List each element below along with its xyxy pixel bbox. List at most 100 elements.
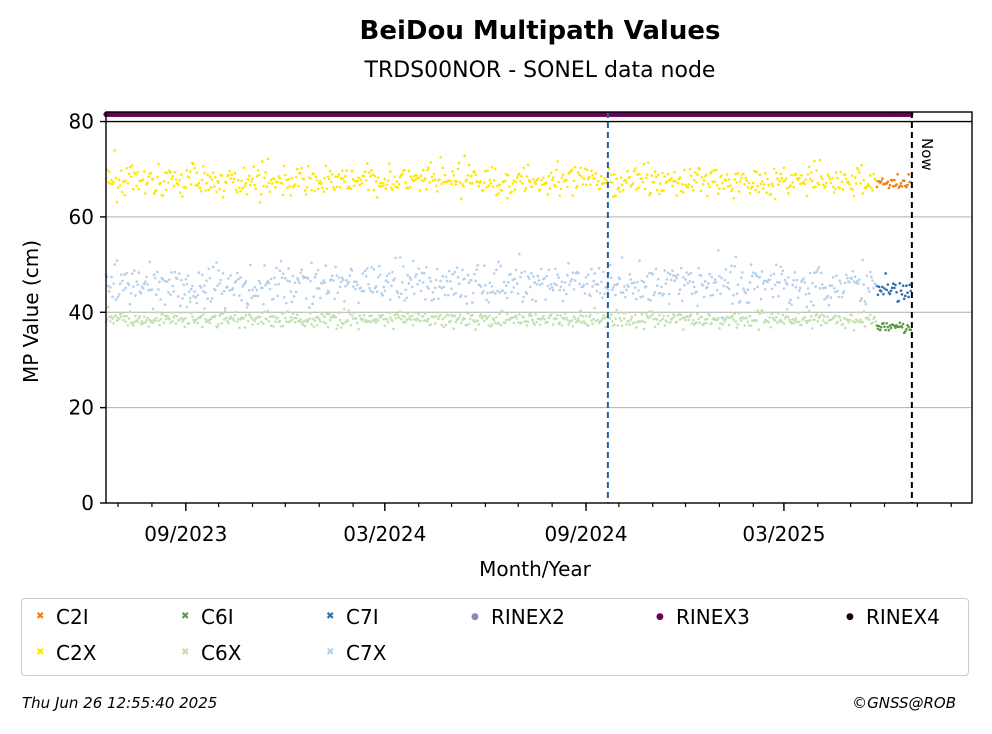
data-point-c7i <box>890 286 894 290</box>
data-point-c7x <box>475 268 478 271</box>
data-point-c2x <box>635 188 638 191</box>
data-point-c2x <box>504 172 508 176</box>
data-point-c7i <box>905 284 908 288</box>
data-point-c6x <box>439 313 442 317</box>
data-point-c6x <box>293 320 297 324</box>
data-point-c7x <box>395 289 399 293</box>
data-point-c2x <box>202 164 205 168</box>
data-point-c6x <box>406 312 410 315</box>
data-point-c6x <box>466 312 470 315</box>
data-point-c7x <box>648 271 651 275</box>
data-point-c2x <box>720 174 723 177</box>
data-point-c2x <box>324 164 328 168</box>
data-point-c7x <box>536 274 540 278</box>
data-point-c6x <box>465 323 469 327</box>
data-point-c2x <box>134 172 137 176</box>
data-point-c6x <box>627 319 630 323</box>
data-point-c7x <box>625 288 628 292</box>
data-point-c2x <box>161 194 165 197</box>
data-point-c7x <box>708 272 711 276</box>
data-point-c7x <box>638 259 641 262</box>
data-point-c7x <box>226 285 229 289</box>
data-point-c7x <box>141 286 145 290</box>
data-point-c6x <box>558 321 562 324</box>
data-point-c7x <box>453 270 457 274</box>
data-point-c6x <box>791 317 794 321</box>
data-point-c2x <box>184 186 188 190</box>
data-point-c7x <box>696 304 699 308</box>
data-point-c6x <box>867 318 871 321</box>
data-point-c6x <box>698 321 702 325</box>
data-point-c2x <box>661 171 664 175</box>
data-point-c7x <box>572 288 576 291</box>
data-point-c2x <box>483 181 486 184</box>
now-label: Now <box>918 138 936 171</box>
data-point-c2x <box>650 174 653 177</box>
data-point-c7x <box>734 255 738 259</box>
data-point-c7x <box>709 294 712 297</box>
data-point-c7x <box>264 283 267 287</box>
data-point-c2x <box>670 176 673 180</box>
data-point-c2x <box>655 188 659 192</box>
data-point-c2x <box>856 168 860 171</box>
data-point-c7x <box>364 274 368 278</box>
data-point-c2x <box>304 193 308 196</box>
data-point-c2x <box>403 168 406 172</box>
data-point-c2x <box>266 157 270 161</box>
data-point-c2x <box>815 169 819 172</box>
data-point-c2x <box>233 172 237 175</box>
data-point-c2x <box>242 166 246 170</box>
data-point-c2x <box>621 189 625 192</box>
data-point-c7x <box>120 273 123 276</box>
data-point-c7x <box>853 275 857 279</box>
data-point-c2x <box>372 188 376 192</box>
data-point-c2x <box>315 178 319 182</box>
data-point-c6x <box>367 319 370 323</box>
data-point-c7x <box>680 299 684 303</box>
data-point-c2x <box>319 179 322 183</box>
data-point-c2x <box>704 173 708 176</box>
data-point-c7x <box>252 294 255 298</box>
data-point-c6x <box>580 321 583 325</box>
data-point-c6i <box>882 321 885 325</box>
data-point-c6x <box>528 312 532 316</box>
data-point-c2x <box>468 181 472 185</box>
data-point-c7x <box>179 304 182 308</box>
data-point-c7x <box>184 277 188 281</box>
data-point-c7x <box>287 267 290 270</box>
data-point-c6x <box>848 318 851 322</box>
data-point-c2x <box>107 170 111 174</box>
data-point-c7x <box>744 291 747 295</box>
data-point-c2x <box>852 194 856 198</box>
data-point-c2x <box>317 181 321 185</box>
data-point-c2x <box>840 180 844 184</box>
data-point-c7x <box>445 279 449 283</box>
data-point-c2x <box>207 188 211 192</box>
data-point-c7x <box>636 280 639 284</box>
data-point-c7x <box>830 284 834 287</box>
data-point-c6x <box>635 326 638 329</box>
data-point-c6x <box>703 318 707 321</box>
data-point-c2x <box>203 171 206 175</box>
data-point-c2x <box>515 176 519 180</box>
data-point-c6x <box>803 316 807 319</box>
data-point-c2x <box>679 189 683 193</box>
data-point-c2x <box>739 176 743 180</box>
data-point-c7x <box>794 285 798 289</box>
data-point-c6x <box>565 316 568 319</box>
data-point-c2x <box>648 193 651 197</box>
data-point-c7x <box>357 301 360 305</box>
data-point-c2x <box>521 182 524 185</box>
data-point-c2x <box>197 181 201 185</box>
data-point-c2x <box>756 184 759 188</box>
data-point-c2x <box>831 185 835 189</box>
data-point-c7x <box>474 279 477 283</box>
data-point-c7x <box>273 276 276 280</box>
data-point-c7x <box>169 293 172 296</box>
data-point-c6x <box>200 325 204 329</box>
data-point-c2x <box>309 176 312 180</box>
data-point-c7i <box>907 295 910 299</box>
data-point-c7x <box>383 289 387 292</box>
data-point-c7x <box>653 291 657 294</box>
data-point-c2x <box>327 177 331 181</box>
